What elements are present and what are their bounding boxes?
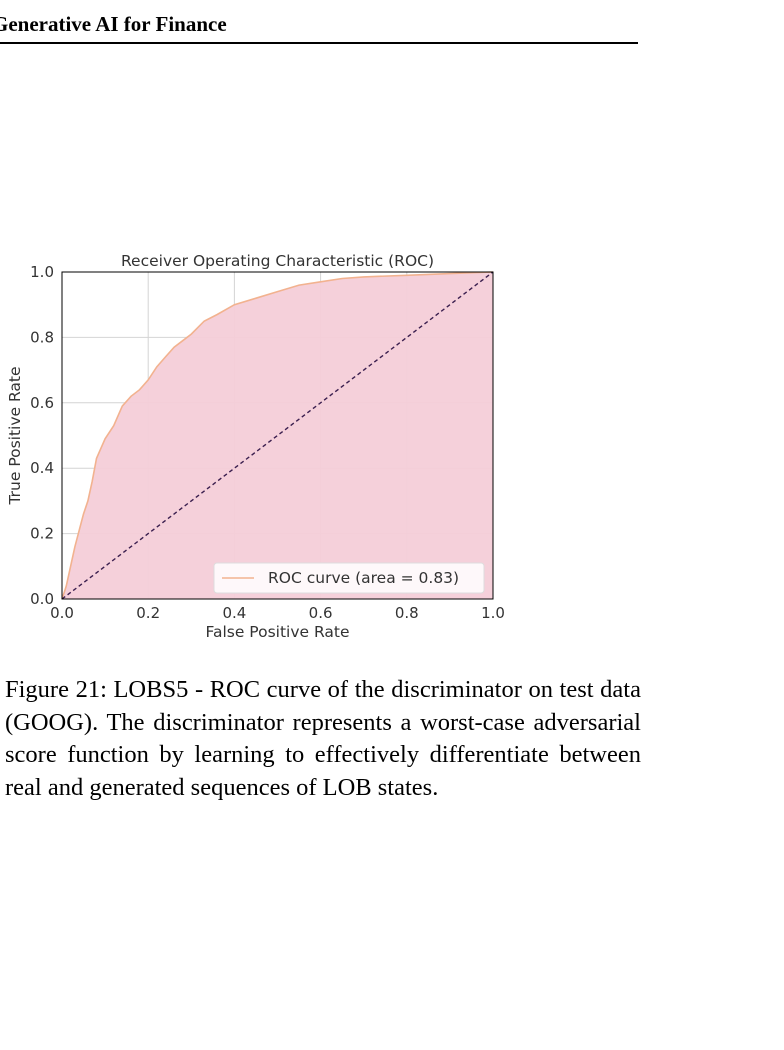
x-tick-label: 0.4: [222, 604, 246, 622]
chance-diagonal-line: [61, 271, 494, 600]
x-tick-label: 0.6: [309, 604, 333, 622]
x-tick-label: 0.2: [136, 604, 160, 622]
y-tick-label: 0.2: [30, 525, 54, 543]
ticks-layer: 0.0 0.2 0.4 0.6 0.8 1.0 0.0 0.2 0.4 0.6 0.8 1.0: [30, 263, 505, 622]
axes-frame: [61, 271, 494, 600]
header-rule: [0, 42, 638, 44]
running-header: Generative AI for Finance: [0, 12, 227, 36]
figure-caption: Figure 21: LOBS5 - ROC curve of the disc…: [5, 676, 641, 801]
y-tick-label: 0.6: [30, 394, 54, 412]
x-axis-label: False Positive Rate: [205, 623, 349, 641]
y-tick-label: 0.4: [30, 459, 54, 477]
legend-box: [213, 562, 485, 594]
y-tick-label: 1.0: [30, 263, 54, 281]
x-tick-label: 0.8: [395, 604, 419, 622]
roc-chart: 0.0 0.2 0.4 0.6 0.8 1.0 0.0 0.2 0.4 0.6 0.8 1.0 Rec…: [6, 252, 505, 641]
y-tick-label: 0.0: [30, 590, 54, 608]
y-tick-label: 0.8: [30, 328, 54, 346]
roc-curve-line: [61, 271, 494, 600]
y-axis-label: True Positive Rate: [6, 366, 24, 505]
chart-title: Receiver Operating Characteristic (ROC): [121, 252, 434, 270]
x-tick-label: 1.0: [481, 604, 505, 622]
legend: ROC curve (area = 0.83): [213, 562, 485, 594]
legend-label: ROC curve (area = 0.83): [268, 569, 459, 587]
x-tick-label: 0.0: [50, 604, 74, 622]
